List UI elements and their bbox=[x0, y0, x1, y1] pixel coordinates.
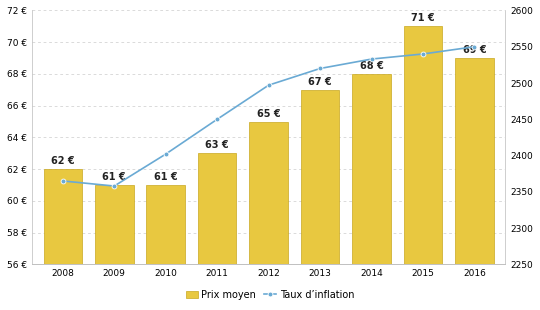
Text: 61 €: 61 € bbox=[103, 172, 126, 182]
Bar bbox=[352, 74, 391, 310]
Text: 63 €: 63 € bbox=[205, 140, 229, 150]
Bar bbox=[301, 90, 339, 310]
Legend: Prix moyen, Taux d’inflation: Prix moyen, Taux d’inflation bbox=[182, 286, 358, 303]
Text: 67 €: 67 € bbox=[308, 77, 332, 87]
Bar bbox=[404, 26, 442, 310]
Text: 71 €: 71 € bbox=[411, 13, 435, 24]
Bar bbox=[44, 169, 82, 310]
Bar bbox=[146, 185, 185, 310]
Text: 62 €: 62 € bbox=[51, 156, 75, 166]
Text: 68 €: 68 € bbox=[360, 61, 383, 71]
Text: 65 €: 65 € bbox=[257, 109, 280, 119]
Bar bbox=[198, 153, 237, 310]
Text: 61 €: 61 € bbox=[154, 172, 178, 182]
Bar bbox=[95, 185, 133, 310]
Bar bbox=[455, 58, 494, 310]
Text: 69 €: 69 € bbox=[463, 45, 486, 55]
Bar bbox=[249, 122, 288, 310]
